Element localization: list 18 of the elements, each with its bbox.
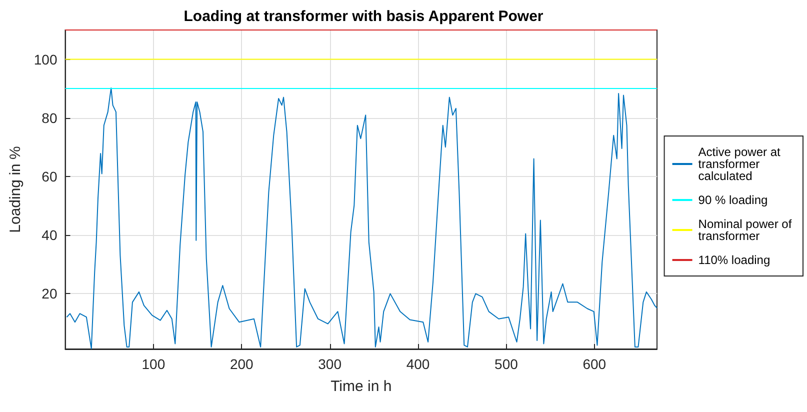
legend-label: Nominal power of transformer — [698, 217, 796, 243]
x-tick-label: 300 — [318, 356, 342, 372]
x-tick-label: 200 — [230, 356, 254, 372]
y-tick-label: 100 — [34, 51, 58, 68]
y-axis-title: Loading in % — [7, 146, 24, 233]
x-tick-label: 600 — [582, 356, 606, 372]
x-tick-label: 100 — [142, 356, 166, 372]
y-tick-label: 40 — [42, 226, 58, 243]
x-tick-label: 400 — [406, 356, 430, 372]
legend-label: 110% loading — [698, 253, 770, 267]
chart-title: Loading at transformer with basis Apparent Power — [184, 8, 544, 25]
legend-label: 90 % loading — [698, 193, 768, 207]
y-tick-label: 80 — [42, 110, 58, 126]
y-tick-label: 20 — [42, 285, 58, 302]
y-tick-label: 60 — [42, 168, 58, 184]
x-tick-label: 500 — [494, 356, 518, 372]
legend-label: Active power at transformer calculated — [698, 145, 784, 183]
x-axis-title: Time in h — [330, 378, 392, 395]
